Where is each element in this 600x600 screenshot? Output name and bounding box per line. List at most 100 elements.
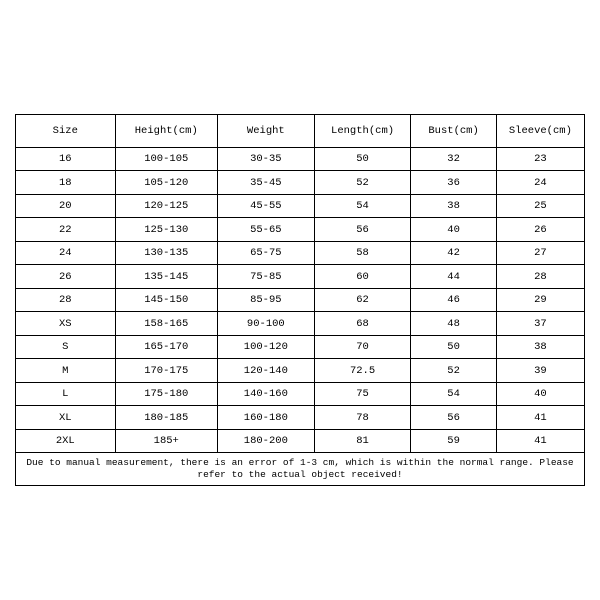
table-cell: 130-135 <box>115 241 217 265</box>
table-row: 18105-12035-45523624 <box>16 171 585 195</box>
table-cell: 41 <box>496 429 584 453</box>
table-cell: 35-45 <box>217 171 314 195</box>
table-cell: 28 <box>16 288 116 312</box>
table-row: XS158-16590-100684837 <box>16 312 585 336</box>
table-cell: S <box>16 335 116 359</box>
table-cell: 85-95 <box>217 288 314 312</box>
table-cell: 38 <box>496 335 584 359</box>
table-cell: 62 <box>314 288 411 312</box>
table-row: 20120-12545-55543825 <box>16 194 585 218</box>
table-cell: 38 <box>411 194 496 218</box>
table-cell: 78 <box>314 406 411 430</box>
table-cell: 22 <box>16 218 116 242</box>
table-cell: 27 <box>496 241 584 265</box>
table-cell: 105-120 <box>115 171 217 195</box>
footer-note: Due to manual measurement, there is an e… <box>16 453 585 486</box>
table-footer-row: Due to manual measurement, there is an e… <box>16 453 585 486</box>
table-cell: 145-150 <box>115 288 217 312</box>
table-cell: 30-35 <box>217 147 314 171</box>
table-cell: 170-175 <box>115 359 217 383</box>
table-cell: 65-75 <box>217 241 314 265</box>
table-cell: 100-105 <box>115 147 217 171</box>
table-body: 16100-10530-3550322318105-12035-45523624… <box>16 147 585 453</box>
table-cell: 120-125 <box>115 194 217 218</box>
header-bust: Bust(cm) <box>411 114 496 147</box>
table-cell: 37 <box>496 312 584 336</box>
table-cell: 72.5 <box>314 359 411 383</box>
table-cell: 160-180 <box>217 406 314 430</box>
table-cell: M <box>16 359 116 383</box>
header-weight: Weight <box>217 114 314 147</box>
table-cell: 140-160 <box>217 382 314 406</box>
table-cell: 24 <box>496 171 584 195</box>
table-cell: 42 <box>411 241 496 265</box>
size-chart-container: Size Height(cm) Weight Length(cm) Bust(c… <box>15 114 585 487</box>
table-cell: 25 <box>496 194 584 218</box>
table-cell: 68 <box>314 312 411 336</box>
table-cell: 50 <box>314 147 411 171</box>
table-cell: 125-130 <box>115 218 217 242</box>
table-cell: 180-185 <box>115 406 217 430</box>
table-cell: 26 <box>496 218 584 242</box>
table-cell: 158-165 <box>115 312 217 336</box>
table-cell: 24 <box>16 241 116 265</box>
table-cell: 28 <box>496 265 584 289</box>
table-header-row: Size Height(cm) Weight Length(cm) Bust(c… <box>16 114 585 147</box>
table-cell: 75-85 <box>217 265 314 289</box>
table-cell: 40 <box>496 382 584 406</box>
table-cell: 90-100 <box>217 312 314 336</box>
table-cell: 56 <box>411 406 496 430</box>
table-cell: 52 <box>314 171 411 195</box>
table-row: M170-175120-14072.55239 <box>16 359 585 383</box>
table-cell: XL <box>16 406 116 430</box>
table-row: 16100-10530-35503223 <box>16 147 585 171</box>
table-cell: 58 <box>314 241 411 265</box>
table-cell: 48 <box>411 312 496 336</box>
table-row: 28145-15085-95624629 <box>16 288 585 312</box>
size-chart-table: Size Height(cm) Weight Length(cm) Bust(c… <box>15 114 585 487</box>
table-cell: 60 <box>314 265 411 289</box>
table-cell: 165-170 <box>115 335 217 359</box>
table-cell: 180-200 <box>217 429 314 453</box>
table-cell: 100-120 <box>217 335 314 359</box>
table-cell: 70 <box>314 335 411 359</box>
table-cell: 59 <box>411 429 496 453</box>
table-row: XL180-185160-180785641 <box>16 406 585 430</box>
table-cell: 81 <box>314 429 411 453</box>
header-length: Length(cm) <box>314 114 411 147</box>
table-cell: 50 <box>411 335 496 359</box>
table-cell: 55-65 <box>217 218 314 242</box>
table-cell: 54 <box>411 382 496 406</box>
table-cell: 56 <box>314 218 411 242</box>
table-cell: XS <box>16 312 116 336</box>
table-cell: 36 <box>411 171 496 195</box>
table-row: 2XL185+180-200815941 <box>16 429 585 453</box>
table-cell: 75 <box>314 382 411 406</box>
table-cell: 23 <box>496 147 584 171</box>
table-cell: 185+ <box>115 429 217 453</box>
table-cell: 20 <box>16 194 116 218</box>
table-cell: 54 <box>314 194 411 218</box>
table-cell: 52 <box>411 359 496 383</box>
table-row: S165-170100-120705038 <box>16 335 585 359</box>
table-cell: 45-55 <box>217 194 314 218</box>
table-cell: 32 <box>411 147 496 171</box>
table-cell: L <box>16 382 116 406</box>
table-cell: 39 <box>496 359 584 383</box>
table-cell: 18 <box>16 171 116 195</box>
table-cell: 2XL <box>16 429 116 453</box>
header-sleeve: Sleeve(cm) <box>496 114 584 147</box>
table-cell: 41 <box>496 406 584 430</box>
table-row: L175-180140-160755440 <box>16 382 585 406</box>
table-cell: 46 <box>411 288 496 312</box>
table-row: 22125-13055-65564026 <box>16 218 585 242</box>
table-cell: 29 <box>496 288 584 312</box>
table-cell: 26 <box>16 265 116 289</box>
table-cell: 44 <box>411 265 496 289</box>
table-cell: 16 <box>16 147 116 171</box>
header-size: Size <box>16 114 116 147</box>
header-height: Height(cm) <box>115 114 217 147</box>
table-cell: 135-145 <box>115 265 217 289</box>
table-row: 26135-14575-85604428 <box>16 265 585 289</box>
table-cell: 120-140 <box>217 359 314 383</box>
